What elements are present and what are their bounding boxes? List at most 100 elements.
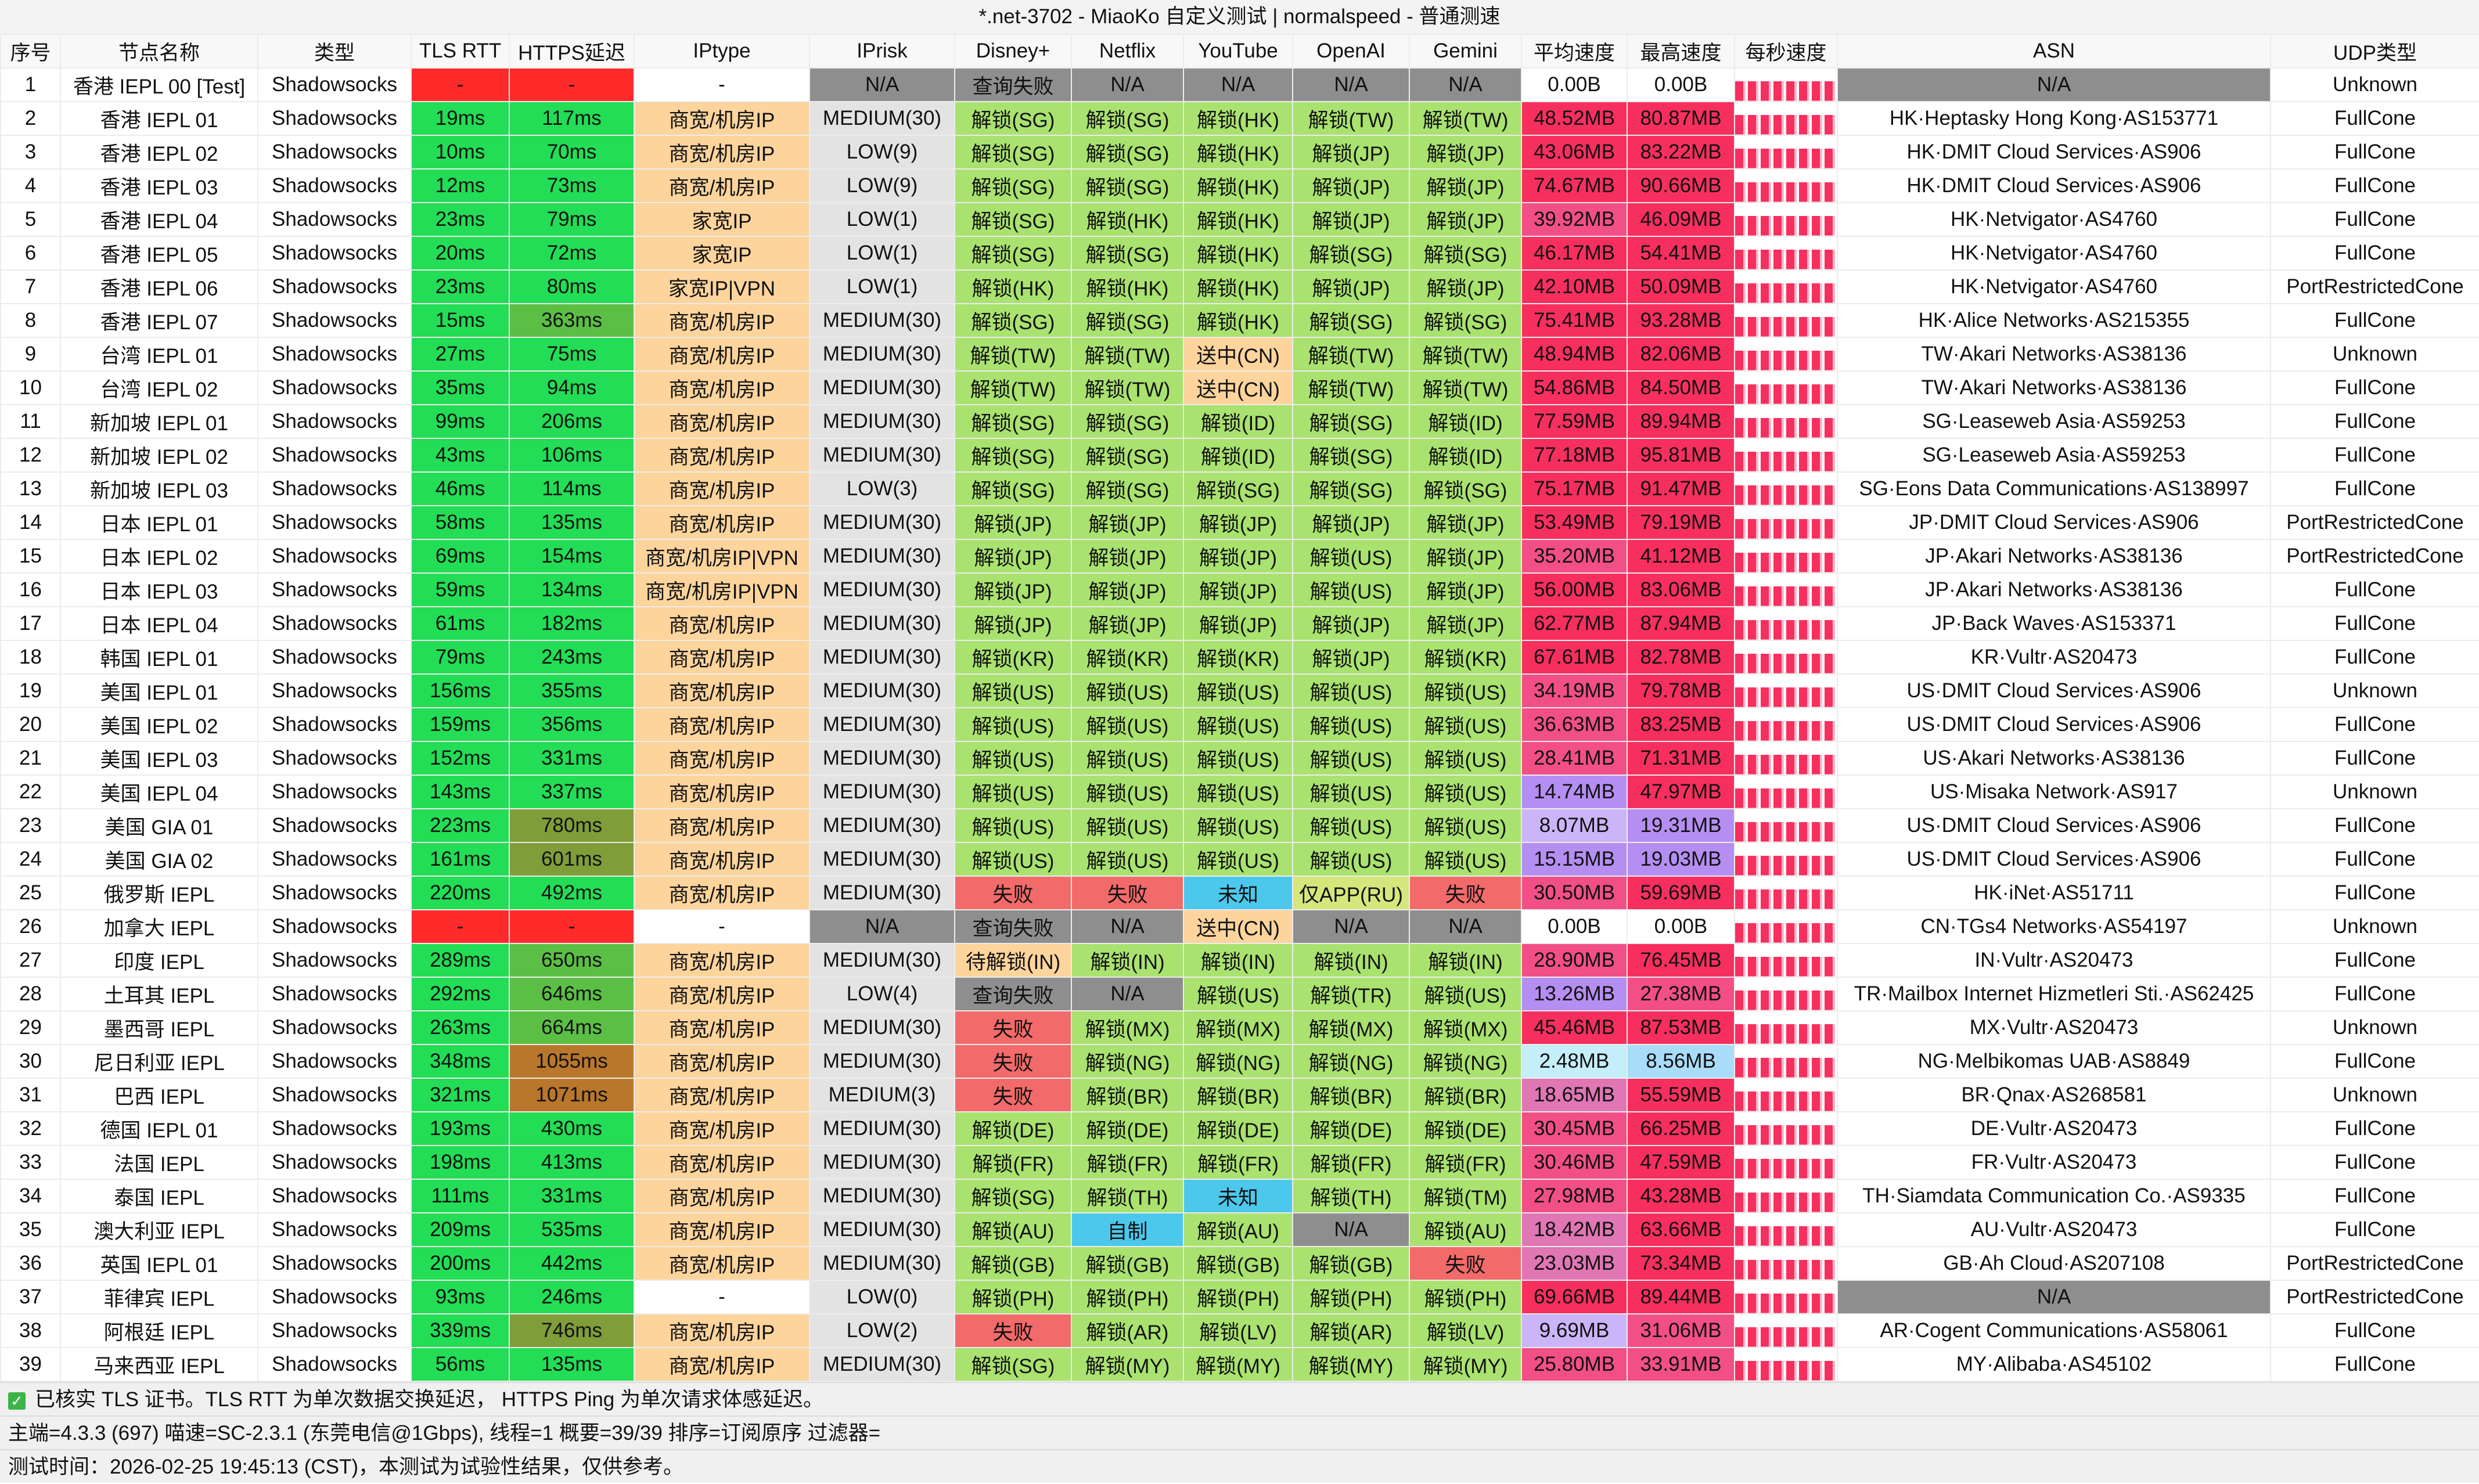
table-cell: 解锁(SG) — [954, 202, 1072, 237]
table-cell: 193ms — [411, 1111, 510, 1146]
table-cell: 商宽/机房IP — [634, 370, 810, 405]
table-cell: 解锁(US) — [1183, 808, 1293, 843]
table-cell: 134ms — [509, 572, 635, 607]
table-cell: 解锁(US) — [1292, 842, 1410, 877]
table-cell: JP·DMIT Cloud Services·AS906 — [1837, 505, 2271, 540]
column-header: HTTPS延迟 — [509, 34, 635, 69]
table-cell: 商宽/机房IP — [634, 673, 810, 708]
table-cell: 解锁(LV) — [1183, 1313, 1293, 1348]
table-cell: Shadowsocks — [257, 1280, 412, 1314]
speed-chart — [1734, 977, 1838, 1011]
table-row: 38 阿根廷 IEPL Shadowsocks 339ms 746ms 商宽/机房IP LO… — [0, 1313, 2479, 1348]
table-cell: 解锁(US) — [954, 707, 1072, 742]
table-cell: 商宽/机房IP — [634, 1246, 810, 1281]
speed-chart — [1734, 640, 1838, 675]
table-cell: 22 — [0, 775, 61, 809]
table-row: 10 台湾 IEPL 02 Shadowsocks 35ms 94ms 商宽/机房IP ME… — [0, 370, 2479, 405]
table-cell: 解锁(JP) — [1292, 135, 1410, 170]
speed-chart — [1734, 909, 1838, 944]
table-cell: 35ms — [411, 370, 510, 405]
speed-chart — [1734, 168, 1838, 203]
table-cell: 解锁(TR) — [1292, 977, 1410, 1011]
table-cell: IN·Vultr·AS20473 — [1837, 943, 2271, 978]
table-cell: FullCone — [2270, 640, 2479, 675]
table-row: 2 香港 IEPL 01 Shadowsocks 19ms 117ms 商宽/机房IP ME… — [0, 101, 2479, 136]
table-cell: 363ms — [509, 303, 635, 338]
table-cell: 1 — [0, 67, 61, 102]
table-row: 27 印度 IEPL Shadowsocks 289ms 650ms 商宽/机房IP MED… — [0, 943, 2479, 978]
table-cell: 解锁(US) — [1071, 808, 1184, 843]
table-cell: 商宽/机房IP — [634, 168, 810, 203]
column-header: 序号 — [0, 34, 61, 69]
table-cell: 8 — [0, 303, 61, 338]
table-cell: Shadowsocks — [257, 1246, 412, 1281]
table-cell: 解锁(JP) — [1292, 269, 1410, 304]
table-cell: 解锁(JP) — [1071, 505, 1184, 540]
speed-chart — [1734, 1246, 1838, 1281]
table-cell: 106ms — [509, 438, 635, 473]
footer-text: 已核实 TLS 证书。TLS RTT 为单次数据交换延迟， HTTPS Ping… — [35, 1388, 823, 1411]
table-cell: 解锁(TW) — [1409, 101, 1522, 136]
table-cell: 解锁(US) — [1409, 673, 1522, 708]
table-cell: 待解锁(IN) — [954, 943, 1072, 978]
table-cell: 解锁(TH) — [1292, 1179, 1410, 1213]
table-cell: 解锁(US) — [1071, 707, 1184, 742]
table-cell: 200ms — [411, 1246, 510, 1281]
table-cell: 解锁(ID) — [1409, 404, 1522, 439]
table-cell: Shadowsocks — [257, 876, 412, 910]
table-cell: 45.46MB — [1521, 1010, 1628, 1045]
speed-chart — [1734, 1313, 1838, 1348]
table-cell: US·Misaka Network·AS917 — [1837, 775, 2271, 809]
table-cell: 15ms — [411, 303, 510, 338]
table-cell: 9 — [0, 337, 61, 372]
table-cell: 解锁(TM) — [1409, 1179, 1522, 1213]
table-body: 1 香港 IEPL 00 [Test] Shadowsocks - - - N/A 查询失败 N… — [0, 67, 2479, 1382]
table-cell: 解锁(FR) — [954, 1145, 1072, 1180]
table-cell: 解锁(ID) — [1409, 438, 1522, 473]
speed-chart — [1734, 741, 1838, 776]
table-cell: 解锁(GB) — [1183, 1246, 1293, 1281]
speed-chart — [1734, 1145, 1838, 1180]
table-cell: 商宽/机房IP — [634, 640, 810, 675]
table-cell: FullCone — [2270, 842, 2479, 877]
table-cell: 56ms — [411, 1347, 510, 1382]
table-cell: 2.48MB — [1521, 1044, 1628, 1079]
table-cell: 解锁(HK) — [1183, 168, 1293, 203]
table-cell: N/A — [1837, 67, 2271, 102]
table-cell: 650ms — [509, 943, 635, 978]
table-cell: 解锁(US) — [1183, 977, 1293, 1011]
table-cell: MEDIUM(30) — [809, 303, 955, 338]
table-cell: 台湾 IEPL 02 — [60, 370, 258, 405]
table-cell: N/A — [1071, 909, 1184, 944]
table-cell: 解锁(TW) — [954, 337, 1072, 372]
table-cell: 解锁(HK) — [954, 269, 1072, 304]
table-cell: 香港 IEPL 01 — [60, 101, 258, 136]
table-cell: 解锁(US) — [1183, 707, 1293, 742]
table-cell: 337ms — [509, 775, 635, 809]
table-cell: 法国 IEPL — [60, 1145, 258, 1180]
table-cell: 商宽/机房IP — [634, 1010, 810, 1045]
table-cell: 解锁(BR) — [1292, 1078, 1410, 1112]
table-cell: - — [509, 909, 635, 944]
table-cell: 新加坡 IEPL 01 — [60, 404, 258, 439]
table-cell: 查询失败 — [954, 909, 1072, 944]
table-cell: 解锁(US) — [1183, 842, 1293, 877]
table-cell: 解锁(JP) — [954, 572, 1072, 607]
speed-chart — [1734, 539, 1838, 574]
table-cell: 14.74MB — [1521, 775, 1628, 809]
table-cell: 84.50MB — [1627, 370, 1735, 405]
table-cell: - — [634, 1280, 810, 1314]
table-cell: 解锁(US) — [1183, 775, 1293, 809]
table-cell: 8.07MB — [1521, 808, 1628, 843]
table-cell: MEDIUM(3) — [809, 1078, 955, 1112]
column-header: 类型 — [257, 34, 412, 69]
table-cell: Shadowsocks — [257, 943, 412, 978]
table-cell: 95.81MB — [1627, 438, 1735, 473]
table-cell: 解锁(HK) — [1183, 202, 1293, 237]
table-cell: 209ms — [411, 1212, 510, 1247]
table-cell: 解锁(JP) — [1071, 572, 1184, 607]
table-cell: FullCone — [2270, 370, 2479, 405]
speed-chart — [1734, 303, 1838, 338]
table-cell: 商宽/机房IP — [634, 471, 810, 506]
table-cell: MEDIUM(30) — [809, 673, 955, 708]
